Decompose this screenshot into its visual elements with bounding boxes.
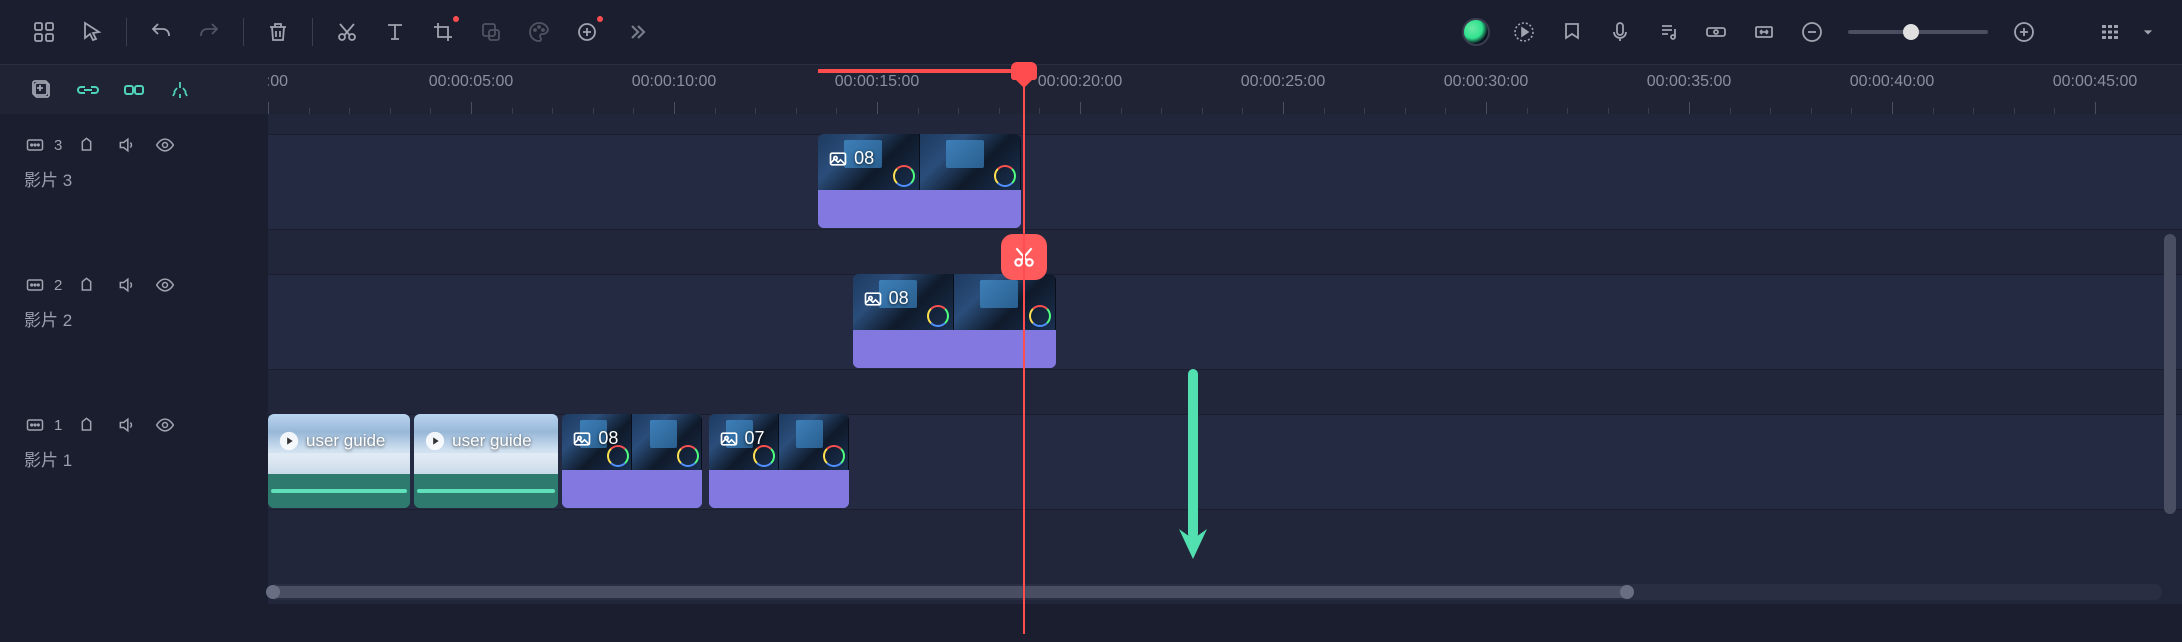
track-labels-panel: 3 影片 3 2 影片 2 1 影片 1: [0, 114, 268, 604]
tracks-area: 3 影片 3 2 影片 2 1 影片 1 08 08 user guide: [0, 114, 2182, 604]
track-number: 3: [54, 137, 62, 154]
media-clip[interactable]: 07: [709, 414, 849, 508]
visibility-icon[interactable]: [154, 274, 176, 296]
generate-icon[interactable]: [1504, 12, 1544, 52]
playhead-line[interactable]: [1023, 64, 1025, 624]
track-number: 2: [54, 277, 62, 294]
ruler-label: 00:00: [268, 73, 288, 91]
ruler-label: 00:00:45:00: [2053, 73, 2138, 91]
track-label-row: 2 影片 2: [0, 254, 268, 394]
palette-icon[interactable]: [519, 12, 559, 52]
track-name: 影片 2: [24, 306, 268, 331]
track-label-row: 3 影片 3: [0, 114, 268, 254]
ai-crop-icon[interactable]: [567, 12, 607, 52]
zoom-in-icon[interactable]: [2004, 12, 2044, 52]
track-name: 影片 3: [24, 166, 268, 191]
crop-icon[interactable]: [423, 12, 463, 52]
guide-clip[interactable]: user guide: [414, 414, 558, 508]
track-lane[interactable]: [268, 134, 2182, 230]
timeline-header: 00:00 00:00:05:00 00:00:10:00 00:00:15:00 00…: [0, 64, 2182, 114]
group-icon[interactable]: [120, 76, 148, 104]
ruler-label: 00:00:35:00: [1647, 73, 1732, 91]
top-toolbar: [0, 0, 2182, 64]
ruler-ticks: [268, 100, 2182, 114]
ripple-icon[interactable]: [1696, 12, 1736, 52]
avatar-icon[interactable]: [1456, 12, 1496, 52]
media-clip[interactable]: 08: [853, 274, 1056, 368]
ruler-label: 00:00:25:00: [1241, 73, 1326, 91]
clip-label: user guide: [452, 431, 531, 451]
vertical-scrollbar[interactable]: [2164, 234, 2176, 514]
zoom-thumb[interactable]: [1903, 24, 1919, 40]
cursor-icon[interactable]: [72, 12, 112, 52]
playhead-cap[interactable]: [1011, 62, 1037, 80]
lock-icon[interactable]: [78, 134, 100, 156]
track-type-icon[interactable]: [24, 414, 46, 436]
ruler-label: 00:00:40:00: [1850, 73, 1935, 91]
redo-icon[interactable]: [189, 12, 229, 52]
ruler-label: 00:00:10:00: [632, 73, 717, 91]
mute-icon[interactable]: [116, 414, 138, 436]
add-track-icon[interactable]: [28, 76, 56, 104]
mic-icon[interactable]: [1600, 12, 1640, 52]
visibility-icon[interactable]: [154, 134, 176, 156]
clip-label: 08: [854, 148, 874, 169]
separator: [243, 18, 244, 46]
track-number: 1: [54, 417, 62, 434]
visibility-icon[interactable]: [154, 414, 176, 436]
music-icon[interactable]: [1648, 12, 1688, 52]
clip-label: user guide: [306, 431, 385, 451]
guide-clip[interactable]: user guide: [268, 414, 410, 508]
timeline-ruler[interactable]: 00:00 00:00:05:00 00:00:10:00 00:00:15:00 00…: [268, 65, 2182, 114]
more-icon[interactable]: [615, 12, 655, 52]
mute-icon[interactable]: [116, 274, 138, 296]
horizontal-scroll-thumb[interactable]: [268, 586, 1632, 598]
ruler-label: 00:00:30:00: [1444, 73, 1529, 91]
cut-icon[interactable]: [327, 12, 367, 52]
mask-icon[interactable]: [471, 12, 511, 52]
track-canvas[interactable]: 08 08 user guide user guide 08 07: [268, 114, 2182, 604]
zoom-slider[interactable]: [1848, 30, 1988, 34]
separator: [312, 18, 313, 46]
text-icon[interactable]: [375, 12, 415, 52]
selection-range: [818, 69, 1023, 73]
marker-icon[interactable]: [1552, 12, 1592, 52]
annotation-arrow: [1173, 364, 1213, 569]
track-lane[interactable]: [268, 274, 2182, 370]
markers-icon[interactable]: [166, 76, 194, 104]
track-type-icon[interactable]: [24, 274, 46, 296]
apps-icon[interactable]: [24, 12, 64, 52]
dropdown-icon[interactable]: [2138, 12, 2158, 52]
track-name: 影片 1: [24, 446, 268, 471]
lock-icon[interactable]: [78, 274, 100, 296]
zoom-out-icon[interactable]: [1792, 12, 1832, 52]
list-view-icon[interactable]: [2090, 12, 2130, 52]
track-type-icon[interactable]: [24, 134, 46, 156]
undo-icon[interactable]: [141, 12, 181, 52]
clip-label: 08: [598, 428, 618, 449]
clip-label: 08: [889, 288, 909, 309]
clip-label: 07: [745, 428, 765, 449]
separator: [126, 18, 127, 46]
ruler-labels: 00:00 00:00:05:00 00:00:10:00 00:00:15:00 00…: [268, 73, 2182, 93]
ruler-label: 00:00:20:00: [1038, 73, 1123, 91]
ruler-label: 00:00:15:00: [835, 73, 920, 91]
media-clip[interactable]: 08: [562, 414, 702, 508]
fit-icon[interactable]: [1744, 12, 1784, 52]
mute-icon[interactable]: [116, 134, 138, 156]
horizontal-scrollbar[interactable]: [268, 584, 2162, 600]
lock-icon[interactable]: [78, 414, 100, 436]
delete-icon[interactable]: [258, 12, 298, 52]
timeline-tools: [0, 76, 268, 104]
link-icon[interactable]: [74, 76, 102, 104]
media-clip[interactable]: 08: [818, 134, 1021, 228]
track-label-row: 1 影片 1: [0, 394, 268, 534]
ruler-label: 00:00:05:00: [429, 73, 514, 91]
